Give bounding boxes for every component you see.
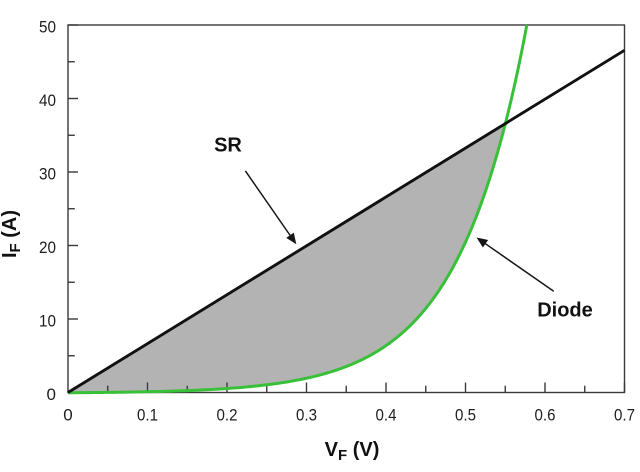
svg-text:40: 40 [39,91,56,110]
svg-text:SR: SR [214,135,242,157]
svg-text:20: 20 [39,238,56,257]
svg-text:0.3: 0.3 [296,406,317,425]
svg-text:0.5: 0.5 [455,406,476,425]
svg-text:0.6: 0.6 [535,406,556,425]
svg-text:50: 50 [39,18,56,37]
svg-text:10: 10 [39,312,56,331]
svg-text:0: 0 [63,406,72,425]
svg-text:0.7: 0.7 [614,406,635,425]
svg-text:0.4: 0.4 [376,406,397,425]
svg-text:Diode: Diode [537,300,593,322]
svg-text:0.2: 0.2 [217,406,238,425]
svg-text:30: 30 [39,165,56,184]
svg-text:0.1: 0.1 [137,406,158,425]
svg-text:0: 0 [47,385,56,404]
svg-text:VF (V): VF (V) [325,439,380,464]
